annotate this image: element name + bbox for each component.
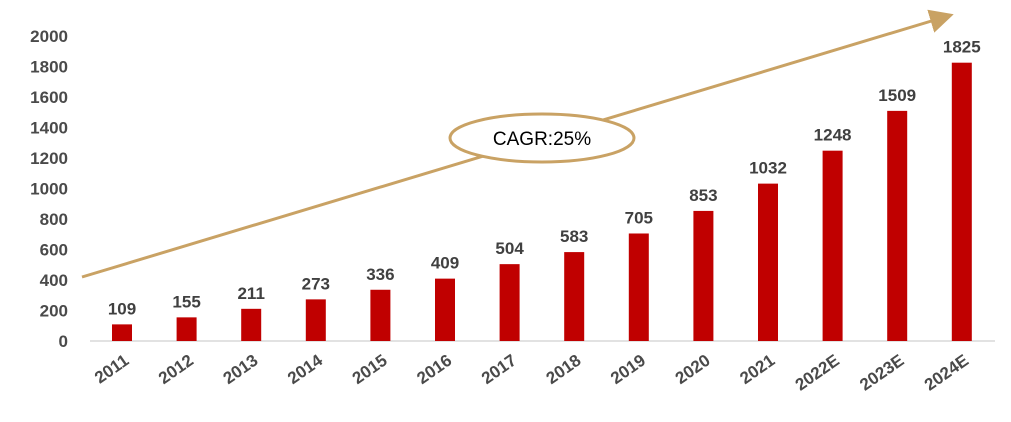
- y-tick-label: 400: [40, 271, 68, 290]
- bar: [176, 317, 197, 341]
- data-label: 409: [431, 254, 459, 273]
- bar: [305, 299, 326, 341]
- bar: [693, 210, 714, 341]
- y-tick-label: 800: [40, 210, 68, 229]
- x-tick-label: 2020: [672, 351, 714, 388]
- x-tick-label: 2024E: [921, 351, 972, 395]
- bar: [628, 233, 649, 341]
- y-tick-label: 2000: [30, 27, 68, 46]
- y-tick-label: 1400: [30, 119, 68, 138]
- data-label: 211: [237, 284, 264, 303]
- x-tick-label: 2022E: [792, 351, 843, 395]
- x-tick-label: 2012: [155, 351, 197, 388]
- bar: [758, 183, 778, 341]
- x-tick-label: 2019: [607, 351, 649, 388]
- data-label: 583: [560, 227, 588, 246]
- x-tick-label: 2021: [736, 351, 778, 388]
- data-label: 273: [302, 274, 330, 293]
- data-label: 705: [625, 208, 653, 227]
- x-tick-label: 2018: [543, 351, 585, 388]
- bar: [112, 324, 132, 341]
- bar: [435, 278, 455, 341]
- y-tick-label: 600: [40, 241, 68, 260]
- data-label: 1825: [943, 38, 981, 57]
- data-label: 155: [172, 292, 200, 311]
- x-tick-label: 2017: [478, 351, 520, 388]
- x-tick-label: 2016: [413, 351, 455, 388]
- y-tick-label: 200: [40, 302, 68, 321]
- y-tick-label: 0: [59, 332, 68, 351]
- data-label: 1032: [749, 159, 787, 178]
- y-tick-label: 1800: [30, 58, 68, 77]
- bar: [887, 110, 908, 341]
- bar: [370, 289, 391, 341]
- cagr-ellipse: [448, 112, 636, 164]
- cagr-label: CAGR:25%: [493, 129, 591, 150]
- bar: [241, 308, 262, 341]
- y-tick-label: 1600: [30, 88, 68, 107]
- data-label: 1248: [814, 126, 852, 145]
- data-label: 109: [108, 299, 136, 318]
- x-tick-label: 2015: [349, 351, 391, 388]
- bar: [564, 252, 585, 341]
- x-tick-label: 2013: [220, 351, 262, 388]
- data-label: 1509: [878, 86, 916, 105]
- bar: [951, 62, 972, 341]
- bar: [499, 264, 520, 341]
- data-label: 336: [366, 265, 394, 284]
- x-tick-label: 2011: [91, 351, 132, 388]
- data-label: 853: [689, 186, 717, 205]
- data-label: 504: [495, 239, 524, 258]
- x-tick-label: 2014: [284, 350, 326, 388]
- bar: [822, 150, 843, 341]
- x-tick-label: 2023E: [856, 351, 907, 395]
- y-tick-label: 1000: [30, 180, 68, 199]
- y-tick-label: 1200: [30, 149, 68, 168]
